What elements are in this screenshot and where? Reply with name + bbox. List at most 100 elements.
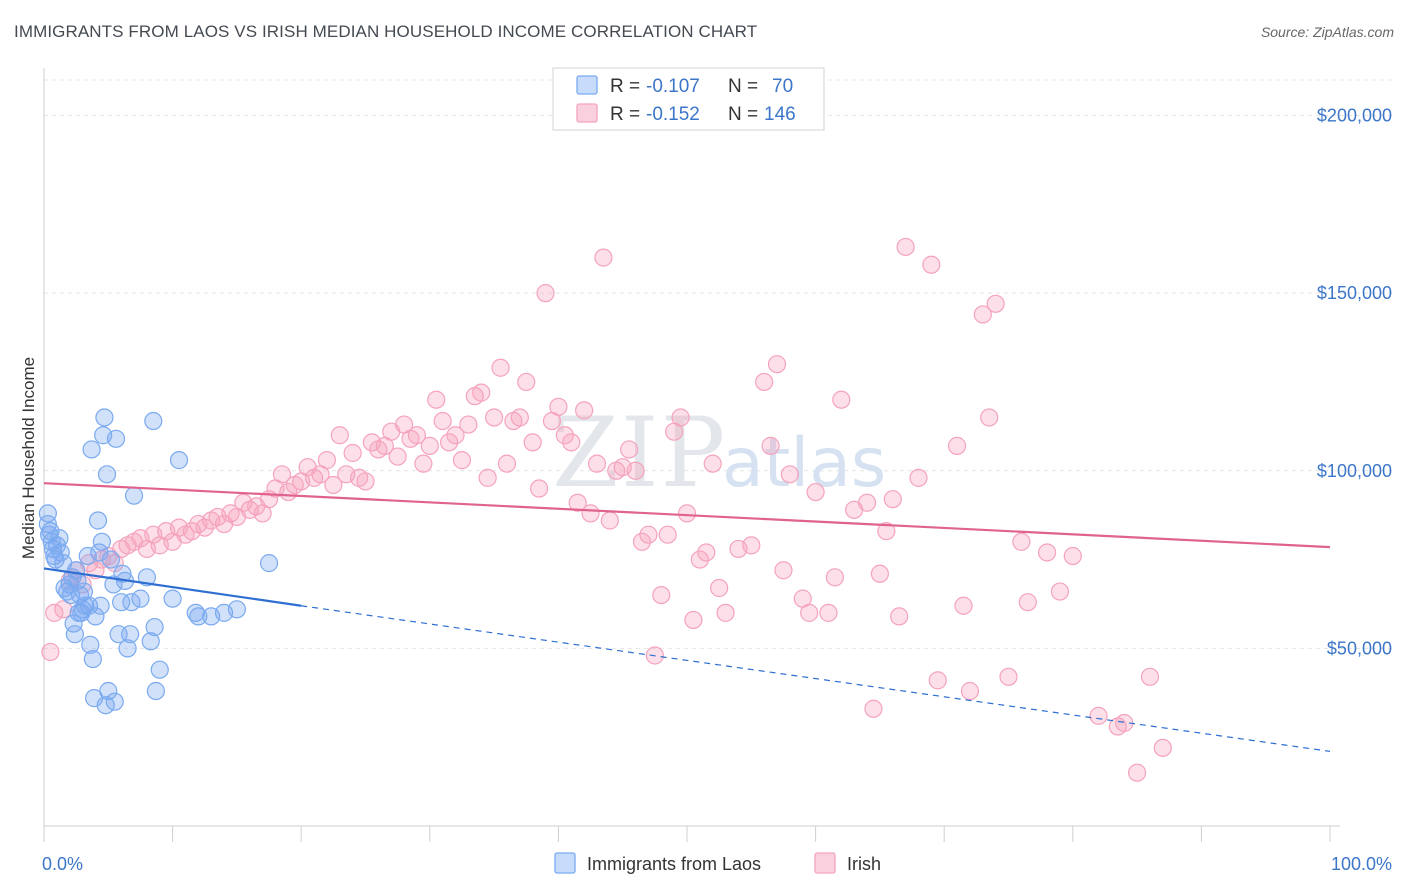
point-irish-126 bbox=[890, 607, 909, 626]
legend-r-label-laos: R = bbox=[610, 76, 640, 97]
point-irish-105 bbox=[710, 578, 729, 598]
point-laos-30 bbox=[82, 440, 101, 459]
point-irish-91 bbox=[620, 440, 639, 459]
point-irish-148 bbox=[1153, 738, 1172, 757]
point-irish-132 bbox=[954, 596, 973, 615]
x-tick-label-right: 100.0% bbox=[1331, 854, 1392, 874]
point-laos-48 bbox=[112, 593, 131, 612]
point-irish-142 bbox=[1063, 546, 1082, 566]
point-laos-62 bbox=[163, 589, 182, 608]
legend-r-label-irish: R = bbox=[610, 104, 640, 125]
point-irish-140 bbox=[1037, 543, 1057, 562]
y-tick-label-0: $50,000 bbox=[1327, 638, 1392, 658]
point-irish-70 bbox=[485, 408, 504, 427]
point-irish-108 bbox=[742, 536, 761, 555]
point-irish-112 bbox=[774, 561, 793, 580]
point-irish-131 bbox=[947, 436, 967, 455]
point-irish-85 bbox=[581, 504, 600, 523]
point-irish-118 bbox=[825, 568, 844, 587]
point-irish-77 bbox=[530, 479, 549, 498]
point-irish-102 bbox=[690, 550, 709, 569]
point-irish-124 bbox=[877, 522, 896, 541]
point-irish-44 bbox=[317, 451, 337, 470]
point-laos-54 bbox=[124, 486, 144, 505]
point-irish-135 bbox=[980, 408, 999, 427]
point-irish-64 bbox=[446, 426, 465, 445]
point-irish-137 bbox=[999, 667, 1018, 686]
point-irish-76 bbox=[523, 433, 542, 452]
point-laos-9 bbox=[50, 529, 69, 548]
point-laos-31 bbox=[83, 649, 102, 669]
point-irish-125 bbox=[883, 490, 902, 509]
point-irish-99 bbox=[671, 408, 690, 427]
point-irish-113 bbox=[780, 465, 799, 484]
point-laos-65 bbox=[189, 607, 208, 626]
point-irish-50 bbox=[356, 472, 375, 491]
point-irish-122 bbox=[864, 699, 883, 718]
point-laos-57 bbox=[141, 632, 160, 651]
watermark-atlas: atlas bbox=[722, 424, 886, 503]
point-irish-69 bbox=[478, 468, 497, 487]
point-irish-61 bbox=[427, 390, 446, 409]
y-tick-labels: $50,000 $100,000 $150,000 $200,000 bbox=[1317, 106, 1392, 659]
point-laos-60 bbox=[146, 681, 165, 701]
point-irish-94 bbox=[639, 525, 658, 544]
legend-swatch-laos bbox=[576, 75, 598, 95]
point-irish-88 bbox=[600, 511, 619, 530]
legend-n-value-irish: 146 bbox=[764, 104, 796, 125]
point-irish-104 bbox=[703, 454, 722, 473]
point-laos-34 bbox=[88, 511, 108, 530]
point-laos-53 bbox=[122, 593, 141, 612]
legend-n-label-irish: N = bbox=[728, 104, 758, 125]
point-irish-86 bbox=[587, 454, 607, 473]
point-irish-101 bbox=[684, 610, 703, 630]
point-irish-123 bbox=[870, 564, 890, 583]
point-irish-60 bbox=[420, 436, 439, 455]
point-laos-41 bbox=[97, 465, 117, 484]
point-laos-10 bbox=[51, 543, 70, 562]
point-irish-139 bbox=[1018, 593, 1037, 612]
point-irish-147 bbox=[1140, 667, 1160, 686]
legend-n-label-laos: N = bbox=[728, 76, 758, 97]
y-axis-label: Median Household Income bbox=[19, 357, 38, 559]
point-irish-63 bbox=[439, 433, 459, 452]
point-irish-1 bbox=[45, 603, 64, 622]
point-irish-143 bbox=[1089, 706, 1108, 725]
point-irish-141 bbox=[1050, 582, 1070, 601]
point-irish-83 bbox=[568, 493, 587, 512]
point-laos-58 bbox=[144, 411, 163, 431]
point-irish-81 bbox=[555, 426, 574, 445]
series-irish bbox=[41, 237, 1172, 782]
point-irish-74 bbox=[510, 408, 529, 427]
point-irish-72 bbox=[497, 454, 517, 473]
point-irish-136 bbox=[986, 294, 1005, 313]
point-irish-128 bbox=[909, 468, 928, 487]
legend-r-value-irish: -0.152 bbox=[646, 104, 700, 125]
legend-swatch-irish bbox=[576, 103, 598, 123]
point-irish-71 bbox=[491, 358, 510, 377]
point-irish-106 bbox=[716, 603, 735, 622]
point-laos-35 bbox=[90, 543, 109, 562]
point-irish-130 bbox=[928, 671, 947, 690]
point-irish-25 bbox=[195, 518, 214, 537]
point-irish-66 bbox=[459, 415, 478, 434]
point-irish-45 bbox=[324, 475, 343, 495]
y-tick-label-2: $150,000 bbox=[1317, 283, 1392, 303]
point-irish-68 bbox=[472, 383, 491, 402]
point-irish-100 bbox=[677, 504, 697, 523]
point-laos-42 bbox=[99, 681, 118, 701]
bottom-legend-label-laos: Immigrants from Laos bbox=[587, 854, 761, 874]
point-irish-87 bbox=[594, 248, 613, 267]
chart-title: IMMIGRANTS FROM LAOS VS IRISH MEDIAN HOU… bbox=[14, 22, 758, 41]
point-laos-55 bbox=[131, 589, 150, 608]
point-irish-93 bbox=[632, 532, 652, 551]
point-irish-0 bbox=[41, 642, 60, 662]
point-irish-116 bbox=[806, 482, 825, 502]
point-irish-48 bbox=[343, 443, 362, 463]
point-laos-39 bbox=[95, 408, 114, 427]
point-irish-59 bbox=[414, 454, 433, 473]
y-tick-label-3: $200,000 bbox=[1317, 106, 1392, 126]
point-irish-55 bbox=[388, 447, 407, 466]
point-irish-111 bbox=[767, 355, 787, 374]
